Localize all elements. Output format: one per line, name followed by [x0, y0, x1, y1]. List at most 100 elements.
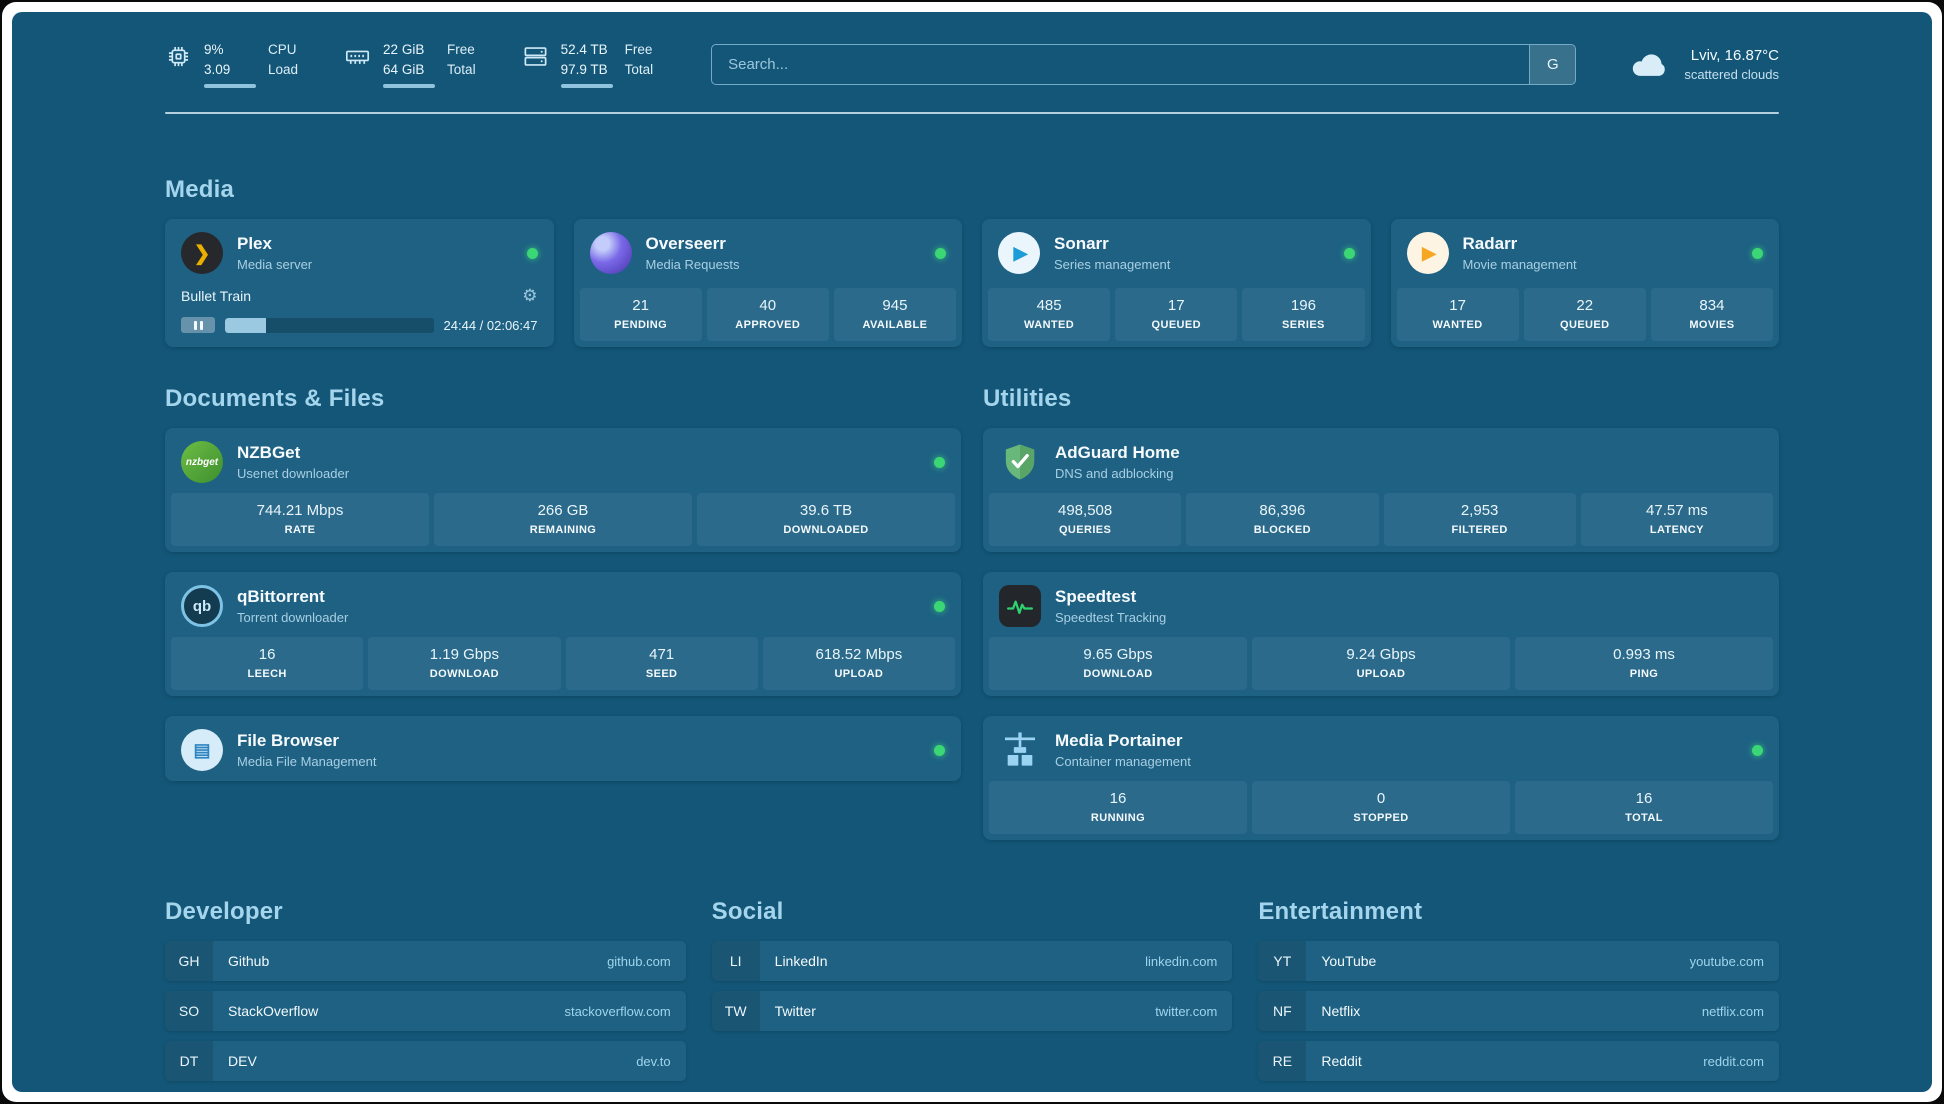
ram-total: 64 GiB — [383, 61, 425, 77]
cpu-percent: 9% — [204, 42, 224, 57]
app-subtitle: Usenet downloader — [237, 466, 350, 482]
stat-tile: 266 GB REMAINING — [434, 493, 692, 547]
app-subtitle: Media Requests — [645, 257, 740, 273]
bookmark-url: github.com — [607, 953, 671, 969]
stat-tile: 16 TOTAL — [1515, 781, 1773, 835]
stat-tile: 21 PENDING — [579, 288, 702, 342]
ram-usage-bar — [383, 84, 436, 89]
weather-location-temp: Lviv, 16.87°C — [1690, 46, 1779, 64]
seek-bar[interactable] — [225, 317, 434, 333]
cloud-icon — [1628, 47, 1670, 81]
search-bar: G — [711, 43, 1577, 85]
stats-row: 9.65 Gbps DOWNLOAD 9.24 Gbps UPLOAD 0.99… — [983, 637, 1779, 696]
stat-tile: 17 QUEUED — [1115, 288, 1238, 342]
stats-row: 744.21 Mbps RATE 266 GB REMAINING 39.6 T… — [165, 493, 961, 552]
stat-tile: 0.993 ms PING — [1515, 637, 1773, 691]
qbittorrent-icon: qb — [181, 585, 223, 628]
stat-tile: 40 APPROVED — [706, 288, 829, 342]
bookmark-netflix[interactable]: NF Netflix netflix.com — [1258, 991, 1779, 1032]
nzbget-card[interactable]: nzbget NZBGet Usenet downloader 744.21 M… — [165, 428, 961, 553]
weather-condition: scattered clouds — [1684, 66, 1779, 82]
qbittorrent-card[interactable]: qb qBittorrent Torrent downloader 16 LEE… — [165, 572, 961, 697]
bookmark-url: linkedin.com — [1145, 953, 1218, 969]
section-title-media: Media — [165, 176, 235, 204]
cpu-icon — [165, 43, 192, 70]
sonarr-icon — [998, 232, 1040, 275]
section-utilities: Utilities AdGuard Home DNS and adblockin… — [983, 385, 1779, 841]
plex-card[interactable]: Plex Media server Bullet Train — [165, 219, 554, 348]
filebrowser-card[interactable]: File Browser Media File Management — [165, 716, 961, 782]
app-name: NZBGet — [237, 443, 301, 463]
bookmark-name: Twitter — [774, 1003, 816, 1020]
weather-widget: Lviv, 16.87°C scattered clouds — [1628, 47, 1779, 82]
overseerr-card[interactable]: Overseerr Media Requests 21 PENDING 40 A… — [573, 219, 963, 348]
bookmark-abbr: SO — [165, 991, 213, 1032]
disk-labels: Free Total — [624, 42, 654, 77]
status-online-dot — [1752, 744, 1763, 756]
radarr-card[interactable]: Radarr Movie management 17 WANTED 22 QUE… — [1390, 219, 1779, 348]
app-name: File Browser — [237, 731, 340, 751]
section-title-documents: Documents & Files — [165, 385, 385, 413]
bookmark-url: stackoverflow.com — [564, 1003, 671, 1019]
bookmark-url: youtube.com — [1689, 953, 1764, 969]
playback-time: 24:44 / 02:06:47 — [443, 317, 538, 333]
settings-gear-icon[interactable] — [522, 286, 537, 306]
bookmark-abbr: YT — [1258, 941, 1307, 982]
bookmark-stackoverflow[interactable]: SO StackOverflow stackoverflow.com — [165, 991, 686, 1032]
filebrowser-icon — [181, 729, 223, 772]
overseerr-icon — [589, 232, 632, 275]
speedtest-icon — [999, 585, 1041, 628]
cpu-values: 9% 3.09 — [204, 40, 256, 89]
app-name: Overseerr — [645, 234, 726, 254]
search-input[interactable] — [712, 44, 1530, 84]
app-subtitle: Torrent downloader — [237, 610, 349, 626]
status-online-dot — [1752, 247, 1763, 259]
header-divider — [165, 112, 1779, 115]
disk-icon — [522, 43, 549, 70]
bookmark-github[interactable]: GH Github github.com — [165, 941, 686, 982]
bookmark-youtube[interactable]: YT YouTube youtube.com — [1258, 941, 1779, 982]
bookmark-url: twitter.com — [1155, 1003, 1218, 1019]
speedtest-card[interactable]: Speedtest Speedtest Tracking 9.65 Gbps D… — [983, 572, 1779, 697]
now-playing-widget: Bullet Train 24:44 / 02:06:47 — [165, 284, 554, 347]
bookmark-linkedin[interactable]: LI LinkedIn linkedin.com — [711, 941, 1233, 982]
disk-usage-bar — [560, 84, 613, 89]
seek-bar-fill — [225, 317, 266, 333]
app-name: Radarr — [1462, 234, 1518, 254]
stats-row: 21 PENDING 40 APPROVED 945 AVAILABLE — [574, 288, 963, 347]
stat-tile: 471 SEED — [565, 637, 758, 691]
now-playing-title: Bullet Train — [181, 288, 252, 305]
portainer-icon — [999, 729, 1041, 771]
stat-tile: 2,953 FILTERED — [1383, 493, 1576, 547]
app-name: Plex — [237, 234, 272, 254]
stat-tile: 86,396 BLOCKED — [1186, 493, 1379, 547]
search-engine-button[interactable]: G — [1529, 44, 1576, 84]
stat-tile: 945 AVAILABLE — [833, 288, 957, 342]
sonarr-card[interactable]: Sonarr Series management 485 WANTED 17 Q… — [982, 219, 1371, 348]
cpu-widget: 9% 3.09 CPU Load — [165, 40, 298, 89]
bookmark-name: StackOverflow — [228, 1003, 319, 1020]
bookmark-url: dev.to — [636, 1053, 671, 1069]
section-title-entertainment: Entertainment — [1258, 898, 1423, 926]
stat-tile: 17 WANTED — [1396, 288, 1519, 342]
app-subtitle: DNS and adblocking — [1055, 466, 1174, 482]
adguard-card[interactable]: AdGuard Home DNS and adblocking 498,508 … — [983, 428, 1779, 553]
bookmark-reddit[interactable]: RE Reddit reddit.com — [1258, 1041, 1779, 1082]
bookmark-abbr: TW — [711, 991, 760, 1032]
section-media: Media Plex Media server Bullet Train — [165, 176, 1779, 348]
section-title-developer: Developer — [165, 898, 283, 926]
bookmark-twitter[interactable]: TW Twitter twitter.com — [711, 991, 1233, 1032]
status-online-dot — [934, 744, 945, 756]
stats-row: 485 WANTED 17 QUEUED 196 SERIES — [982, 288, 1371, 347]
portainer-card[interactable]: Media Portainer Container management 16 … — [983, 716, 1779, 841]
app-name: Speedtest — [1055, 587, 1137, 607]
pause-button[interactable] — [181, 317, 215, 334]
app-name: AdGuard Home — [1055, 443, 1180, 463]
stat-tile: 22 QUEUED — [1523, 288, 1646, 342]
stats-row: 498,508 QUERIES 86,396 BLOCKED 2,953 FIL… — [983, 493, 1779, 552]
app-subtitle: Media server — [237, 257, 313, 273]
bookmark-dev[interactable]: DT DEV dev.to — [165, 1041, 686, 1082]
app-name: Sonarr — [1054, 234, 1109, 254]
disk-values: 52.4 TB 97.9 TB — [560, 40, 613, 89]
